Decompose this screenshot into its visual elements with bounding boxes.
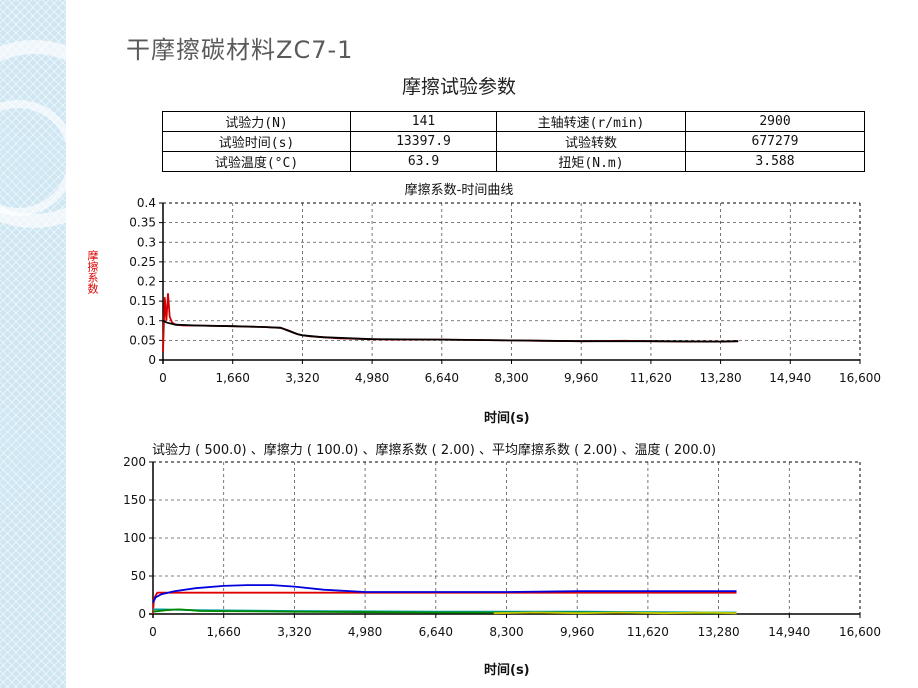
y-tick-label: 150 [123, 493, 146, 507]
friction-time-chart: 0 1,660 3,320 4,980 6,640 8,300 9,960 11,620 13,… [129, 196, 881, 385]
x-tick-label: 6,640 [419, 625, 453, 639]
table-cell: 3.588 [685, 151, 865, 172]
table-cell: 扭矩(N.m) [496, 151, 686, 172]
x-tick-label: 11,620 [627, 625, 669, 639]
series-line [493, 611, 737, 615]
x-tick-label: 1,660 [216, 371, 250, 385]
x-tick-label: 9,960 [564, 371, 598, 385]
x-tick-label: 4,980 [348, 625, 382, 639]
y-tick-label: 0.3 [137, 235, 156, 249]
y-tick-label: 50 [131, 569, 146, 583]
x-tick-label: 4,980 [355, 371, 389, 385]
x-tick-label: 9,960 [560, 625, 594, 639]
x-tick-label: 3,320 [277, 625, 311, 639]
series-line [152, 591, 737, 615]
y-tick-label: 0.4 [137, 196, 156, 210]
y-tick-label: 0.15 [129, 294, 156, 308]
x-axis-label: 时间(s) [484, 411, 530, 426]
y-tick-label: 0.2 [137, 275, 156, 289]
y-tick-label: 0.25 [129, 255, 156, 269]
table-row: 试验温度(°C) 63.9 扭矩(N.m) 3.588 [162, 151, 865, 172]
multi-signal-chart: 0 1,660 3,320 4,980 6,640 8,300 9,960 11,620 13,… [123, 455, 881, 639]
slide-title: 干摩擦碳材料ZC7-1 [126, 36, 354, 64]
x-tick-label: 11,620 [630, 371, 672, 385]
y-tick-label: 0 [138, 607, 146, 621]
table-row: 试验力(N) 141 主轴转速(r/min) 2900 [162, 111, 865, 132]
x-tick-label: 0 [159, 371, 167, 385]
y-tick-label: 100 [123, 531, 146, 545]
y-tick-label: 0.1 [137, 314, 156, 328]
y-tick-label: 0.05 [129, 333, 156, 347]
x-tick-label: 14,940 [769, 371, 811, 385]
x-tick-label: 14,940 [768, 625, 810, 639]
decorative-arc [0, 100, 66, 216]
x-tick-label: 8,300 [494, 371, 528, 385]
params-table: 试验力(N) 141 主轴转速(r/min) 2900 试验时间(s) 1339… [162, 111, 865, 172]
legend-text: 试验力 ( 500.0) 、摩擦力 ( 100.0) 、摩擦系数 ( 2.00)… [152, 443, 717, 458]
table-cell: 试验温度(°C) [162, 151, 351, 172]
x-tick-label: 6,640 [425, 371, 459, 385]
y-tick-label: 0.35 [129, 216, 156, 230]
x-tick-label: 16,600 [839, 625, 881, 639]
x-tick-label: 13,280 [700, 371, 742, 385]
chart-title: 摩擦系数-时间曲线 [404, 183, 514, 198]
series-line [152, 584, 737, 603]
x-tick-label: 16,600 [839, 371, 881, 385]
side-decoration-panel [0, 0, 66, 688]
y-tick-label: 0 [148, 353, 156, 367]
params-heading: 摩擦试验参数 [401, 76, 516, 98]
y-axis-label: 摩擦系数 [86, 250, 99, 294]
x-tick-label: 13,280 [698, 625, 740, 639]
x-tick-label: 3,320 [285, 371, 319, 385]
decorative-arc [0, 40, 66, 228]
x-tick-label: 8,300 [489, 625, 523, 639]
y-tick-label: 200 [123, 455, 146, 469]
x-tick-label: 1,660 [207, 625, 241, 639]
x-tick-label: 0 [149, 625, 157, 639]
x-axis-label: 时间(s) [484, 663, 530, 678]
table-cell: 试验时间(s) [162, 131, 351, 152]
series-line [162, 319, 739, 343]
table-cell: 63.9 [350, 151, 497, 172]
